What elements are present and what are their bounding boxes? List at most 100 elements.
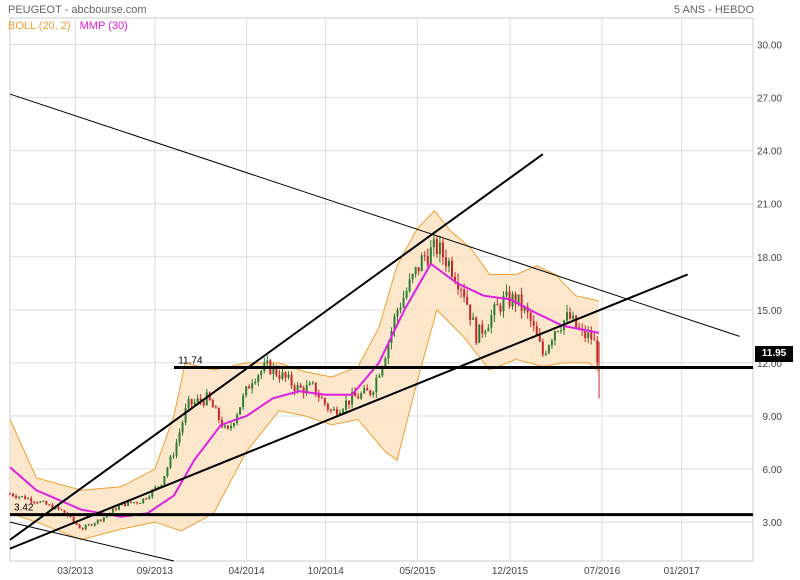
legend-bollinger: BOLL (20, 2) xyxy=(8,20,71,32)
candle-body xyxy=(157,486,160,488)
candle-body xyxy=(251,383,254,389)
candle-body xyxy=(293,385,296,391)
candle-body xyxy=(248,386,251,389)
candle-body xyxy=(60,509,63,511)
candle-body xyxy=(90,524,93,526)
candle-body xyxy=(444,257,447,267)
candle-body xyxy=(408,279,411,292)
candle-body xyxy=(281,372,284,379)
candle-body xyxy=(163,476,166,485)
candle-body xyxy=(193,402,196,405)
candle-body xyxy=(314,382,317,395)
candle-body xyxy=(454,276,457,283)
candle-body xyxy=(378,375,381,378)
y-tick-label: 24.00 xyxy=(757,147,782,158)
candle-body xyxy=(569,312,572,319)
y-tick-label: 3.00 xyxy=(763,518,783,529)
candle-body xyxy=(441,242,444,258)
plot-frame xyxy=(9,17,754,562)
candle-body xyxy=(460,289,463,291)
candle-body xyxy=(348,400,351,405)
candle-body xyxy=(233,423,236,426)
candle-body xyxy=(559,330,562,332)
candle-body xyxy=(81,528,84,530)
candle-body xyxy=(584,329,587,339)
bollinger-lower-line xyxy=(9,308,600,541)
current-price-tag: 11.95 xyxy=(755,346,793,362)
candle-body xyxy=(169,456,172,468)
candle-body xyxy=(399,307,402,310)
candle-body xyxy=(275,366,278,376)
candle-body xyxy=(547,345,550,354)
candle-body xyxy=(463,289,466,297)
candle-body xyxy=(57,506,60,510)
candle-body xyxy=(45,501,48,505)
y-tick-label: 9.00 xyxy=(763,412,783,423)
candle-body xyxy=(178,432,181,443)
candle-body xyxy=(166,467,169,477)
level-label-3-42: 3.42 xyxy=(14,503,34,514)
candle-body xyxy=(93,523,96,526)
candle-body xyxy=(223,425,226,428)
candle-body xyxy=(154,486,157,490)
candle-body xyxy=(538,334,541,342)
candle-body xyxy=(526,306,529,313)
candle-body xyxy=(529,312,532,322)
y-tick-label: 15.00 xyxy=(757,306,782,317)
x-tick-label: 03/2013 xyxy=(57,566,94,577)
candle-body xyxy=(51,504,54,510)
candle-body xyxy=(260,371,263,376)
candle-body xyxy=(417,267,420,272)
candle-body xyxy=(257,375,260,382)
candle-body xyxy=(187,399,190,408)
candle-body xyxy=(226,425,229,429)
candle-body xyxy=(478,324,481,343)
x-tick-label: 10/2014 xyxy=(308,566,345,577)
candle-body xyxy=(429,247,432,265)
candle-body xyxy=(432,239,435,248)
chart-period: 5 ANS - HEBDO xyxy=(673,4,754,16)
chart-title: PEUGEOT - abcbourse.com xyxy=(8,4,147,16)
candle-body xyxy=(360,393,363,399)
candle-body xyxy=(160,484,163,487)
candle-body xyxy=(15,496,18,498)
candle-body xyxy=(317,394,320,398)
candle-body xyxy=(217,408,220,420)
candle-body xyxy=(490,315,493,328)
candle-body xyxy=(575,315,578,328)
candle-body xyxy=(593,339,596,341)
candle-body xyxy=(354,392,357,397)
grid xyxy=(10,18,753,561)
candle-body xyxy=(323,398,326,404)
candle-body xyxy=(142,498,145,503)
candle-body xyxy=(202,401,205,406)
y-tick-label: 18.00 xyxy=(757,253,782,264)
x-tick-label: 01/2017 xyxy=(664,566,701,577)
candle-body xyxy=(284,372,287,378)
candle-body xyxy=(466,296,469,305)
candle-body xyxy=(172,455,175,457)
candle-body xyxy=(396,309,399,317)
candle-body xyxy=(550,340,553,346)
x-axis: 03/2013 09/2013 04/2014 10/2014 05/2015 12/20… xyxy=(57,566,700,577)
trendline-support-2 xyxy=(9,153,544,541)
candle-body xyxy=(493,304,496,316)
candle-body xyxy=(290,374,293,386)
candle-body xyxy=(63,510,66,513)
candle-body xyxy=(335,409,338,415)
candle-body xyxy=(342,409,345,413)
candle-body xyxy=(245,386,248,396)
x-tick-label: 12/2015 xyxy=(492,566,529,577)
candle-body xyxy=(75,521,78,525)
candle-body xyxy=(475,317,478,343)
candle-body xyxy=(181,422,184,433)
candle-body xyxy=(30,498,33,502)
legend-moving-average: MMP (30) xyxy=(79,20,128,32)
candle-body xyxy=(36,502,39,504)
candle-body xyxy=(9,493,11,495)
candle-body xyxy=(502,295,505,312)
candle-body xyxy=(211,400,214,408)
x-tick-label: 07/2016 xyxy=(584,566,621,577)
y-tick-label: 12.00 xyxy=(757,359,782,370)
y-axis: 3.00 6.00 9.00 12.00 15.00 18.00 21.00 24.00 27.… xyxy=(757,41,782,530)
